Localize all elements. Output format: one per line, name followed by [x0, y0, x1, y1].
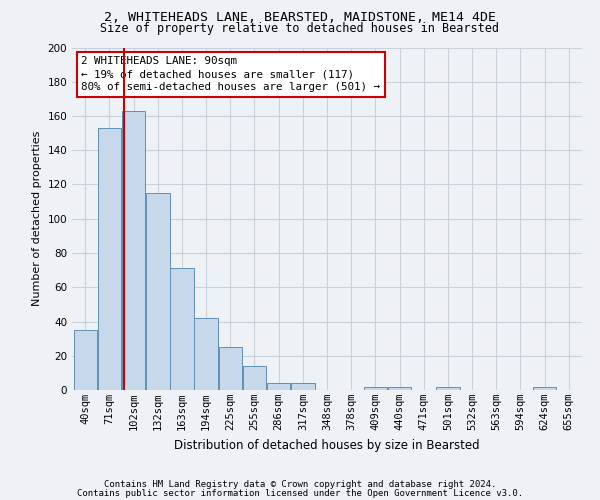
Bar: [388, 386, 411, 390]
X-axis label: Distribution of detached houses by size in Bearsted: Distribution of detached houses by size …: [174, 438, 480, 452]
Bar: [436, 386, 460, 390]
Text: 2 WHITEHEADS LANE: 90sqm
← 19% of detached houses are smaller (117)
80% of semi-: 2 WHITEHEADS LANE: 90sqm ← 19% of detach…: [81, 56, 380, 92]
Bar: [146, 193, 170, 390]
Text: Contains public sector information licensed under the Open Government Licence v3: Contains public sector information licen…: [77, 488, 523, 498]
Bar: [243, 366, 266, 390]
Bar: [533, 386, 556, 390]
Bar: [364, 386, 387, 390]
Text: Contains HM Land Registry data © Crown copyright and database right 2024.: Contains HM Land Registry data © Crown c…: [104, 480, 496, 489]
Bar: [122, 111, 145, 390]
Y-axis label: Number of detached properties: Number of detached properties: [32, 131, 42, 306]
Bar: [170, 268, 194, 390]
Text: 2, WHITEHEADS LANE, BEARSTED, MAIDSTONE, ME14 4DE: 2, WHITEHEADS LANE, BEARSTED, MAIDSTONE,…: [104, 11, 496, 24]
Bar: [98, 128, 121, 390]
Bar: [194, 318, 218, 390]
Bar: [291, 383, 314, 390]
Text: Size of property relative to detached houses in Bearsted: Size of property relative to detached ho…: [101, 22, 499, 35]
Bar: [218, 347, 242, 390]
Bar: [74, 330, 97, 390]
Bar: [267, 383, 290, 390]
